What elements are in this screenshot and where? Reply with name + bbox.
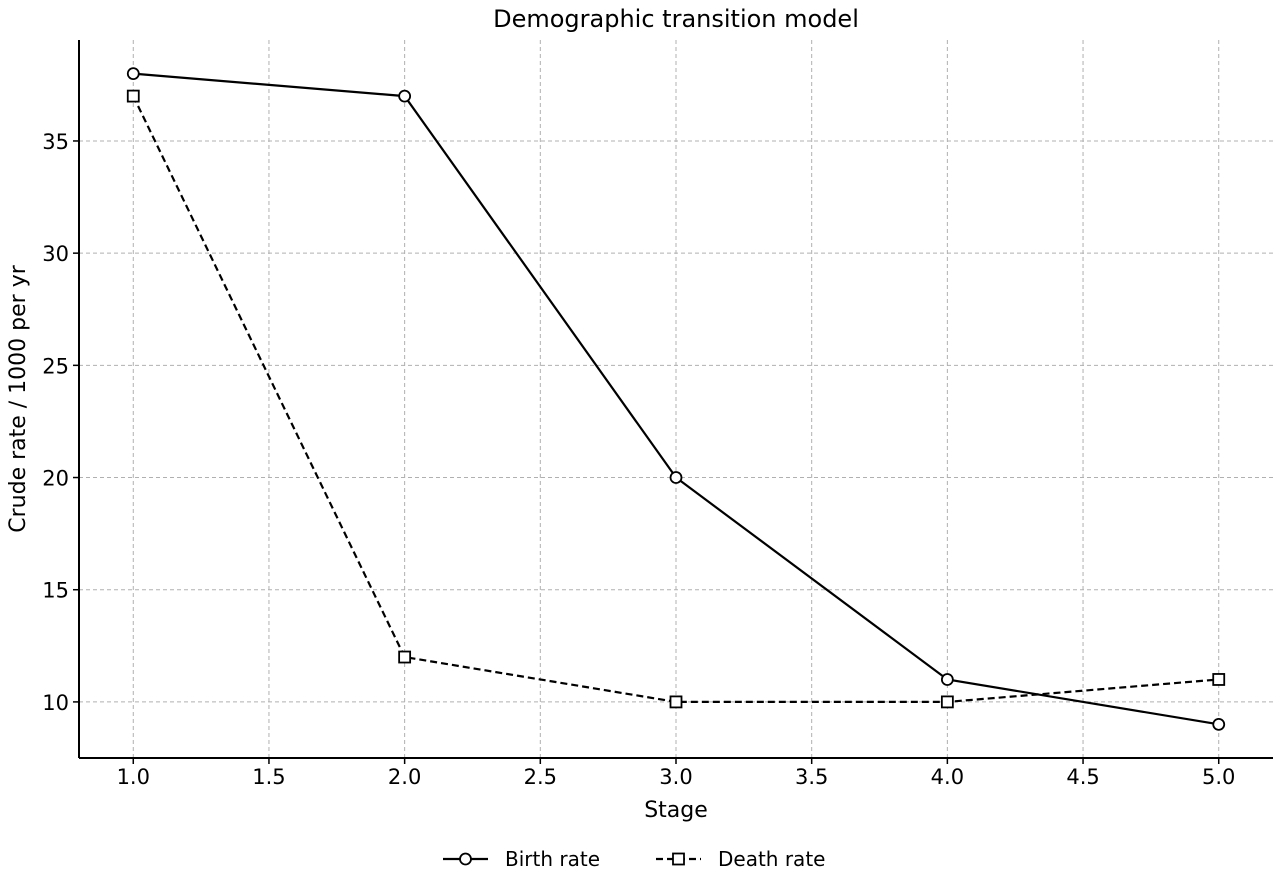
data-point-death-rate bbox=[126, 89, 140, 103]
data-point-birth-rate bbox=[126, 67, 140, 81]
legend-label: Death rate bbox=[718, 847, 825, 871]
grid bbox=[79, 40, 1273, 758]
y-axis-label: Crude rate / 1000 per yr bbox=[6, 264, 31, 532]
data-point-birth-rate bbox=[1212, 717, 1226, 731]
legend-item-death-rate: Death rate bbox=[656, 847, 825, 871]
x-tick-label: 3.0 bbox=[659, 765, 692, 789]
y-tick-label: 30 bbox=[42, 242, 69, 266]
data-point-death-rate bbox=[669, 695, 683, 709]
y-tick-label: 20 bbox=[42, 467, 69, 491]
data-point-death-rate bbox=[1212, 673, 1226, 686]
legend-item-birth-rate: Birth rate bbox=[443, 847, 600, 871]
x-tick-label: 4.5 bbox=[1066, 765, 1099, 789]
data-point-birth-rate bbox=[940, 673, 954, 686]
x-tick-label: 1.0 bbox=[117, 765, 150, 789]
x-tick-label: 4.0 bbox=[931, 765, 964, 789]
x-axis-label: Stage bbox=[644, 798, 708, 823]
series-death-rate bbox=[126, 89, 1226, 709]
data-point-birth-rate bbox=[669, 471, 683, 484]
data-point-death-rate bbox=[398, 650, 412, 664]
series-line-death-rate bbox=[132, 95, 1219, 704]
x-tick-label: 2.5 bbox=[524, 765, 557, 789]
legend-label: Birth rate bbox=[505, 847, 600, 871]
y-tick-label: 10 bbox=[42, 691, 69, 715]
y-tick-label: 25 bbox=[42, 354, 69, 378]
series-layer bbox=[126, 67, 1226, 731]
legend-marker bbox=[459, 852, 472, 866]
x-tick-label: 5.0 bbox=[1202, 765, 1235, 789]
chart-title: Demographic transition model bbox=[493, 5, 859, 33]
y-tick-label: 15 bbox=[42, 579, 69, 603]
data-point-birth-rate bbox=[398, 89, 412, 103]
x-tick-label: 2.0 bbox=[388, 765, 421, 789]
x-tick-label: 1.5 bbox=[252, 765, 285, 789]
legend: Birth rate Death rate bbox=[443, 847, 825, 871]
legend-marker bbox=[672, 852, 685, 866]
data-point-death-rate bbox=[940, 695, 954, 709]
x-tick-label: 3.5 bbox=[795, 765, 828, 789]
ticks: 1.0 1.5 2.0 2.5 3.0 3.5 4.0 4.5 5.0 10 15 20 25 30 35 bbox=[42, 130, 1235, 789]
y-tick-label: 35 bbox=[42, 130, 69, 154]
